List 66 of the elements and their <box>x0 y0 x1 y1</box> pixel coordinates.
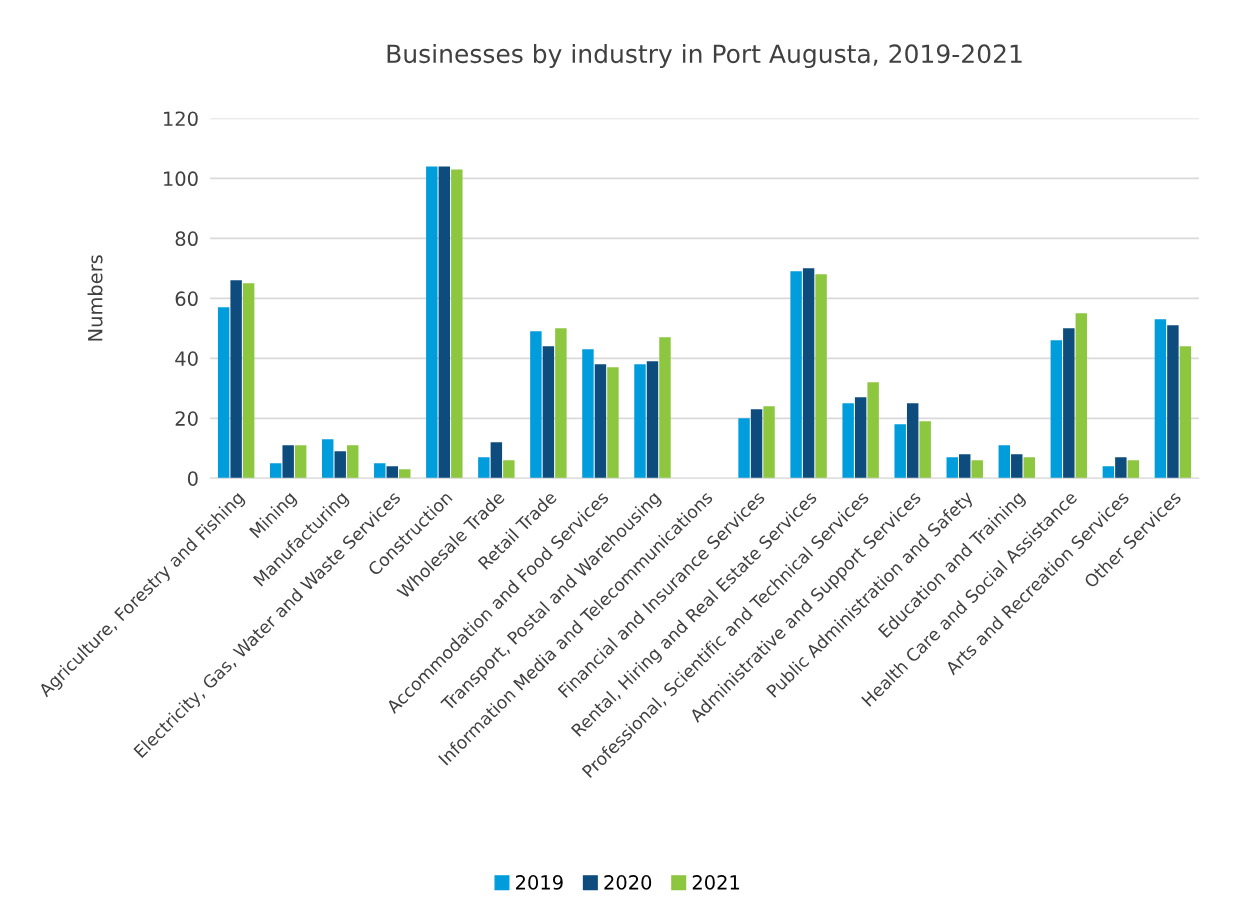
y-tick-label: 20 <box>175 411 198 426</box>
bar <box>854 397 867 479</box>
bar <box>959 454 971 479</box>
bar <box>217 307 230 479</box>
bar <box>346 445 359 479</box>
bar <box>815 274 827 479</box>
bar <box>542 346 555 479</box>
bar <box>1127 460 1140 479</box>
bar <box>282 445 294 479</box>
y-tick-label: 60 <box>175 291 198 307</box>
legend-label: 2021 <box>692 875 740 890</box>
y-tick-label: 0 <box>187 471 198 486</box>
bar <box>1179 346 1192 479</box>
bar <box>426 166 438 479</box>
bar <box>1023 457 1035 479</box>
legend-label: 2019 <box>516 875 563 890</box>
bar <box>738 418 750 479</box>
bar <box>594 364 607 479</box>
bar <box>1075 313 1088 479</box>
bar <box>374 463 386 479</box>
y-tick-label: 120 <box>164 111 198 127</box>
bar <box>634 364 646 479</box>
bar <box>269 463 282 479</box>
bar <box>802 268 815 479</box>
bar <box>294 445 307 479</box>
bar <box>867 382 879 479</box>
y-tick-label: 40 <box>175 351 198 366</box>
bar <box>399 469 411 479</box>
bar <box>530 331 542 479</box>
bar <box>322 439 334 479</box>
bar <box>478 457 490 479</box>
bar <box>646 361 659 479</box>
bar <box>1011 454 1023 479</box>
bar <box>842 403 854 479</box>
legend-label: 2020 <box>604 875 652 890</box>
y-tick-label: 100 <box>164 171 198 187</box>
bar <box>1102 466 1115 479</box>
bar <box>503 460 515 479</box>
bar <box>607 367 619 479</box>
bar <box>1063 328 1075 479</box>
bar <box>946 457 958 479</box>
bar <box>971 460 983 479</box>
y-tick-label: 80 <box>175 231 198 247</box>
bar <box>230 280 242 479</box>
bar <box>438 166 451 479</box>
bar <box>555 328 567 479</box>
bar <box>490 442 503 479</box>
bar <box>906 403 919 479</box>
bar <box>386 466 398 479</box>
bar <box>763 406 775 479</box>
chart-title: Businesses by industry in Port Augusta, 2019-2021 <box>387 43 1022 69</box>
y-axis-title: Numbers <box>87 255 103 341</box>
bar <box>659 337 671 479</box>
bar <box>894 424 906 479</box>
bar <box>582 349 594 479</box>
bar <box>998 445 1011 479</box>
bar <box>790 271 802 479</box>
bar <box>750 409 763 479</box>
bar <box>1154 319 1167 479</box>
bar <box>1050 340 1063 479</box>
bar <box>1115 457 1127 479</box>
bar <box>919 421 931 479</box>
bar <box>242 283 255 479</box>
bar <box>451 169 463 479</box>
bar <box>1167 325 1179 479</box>
bar <box>334 451 346 479</box>
